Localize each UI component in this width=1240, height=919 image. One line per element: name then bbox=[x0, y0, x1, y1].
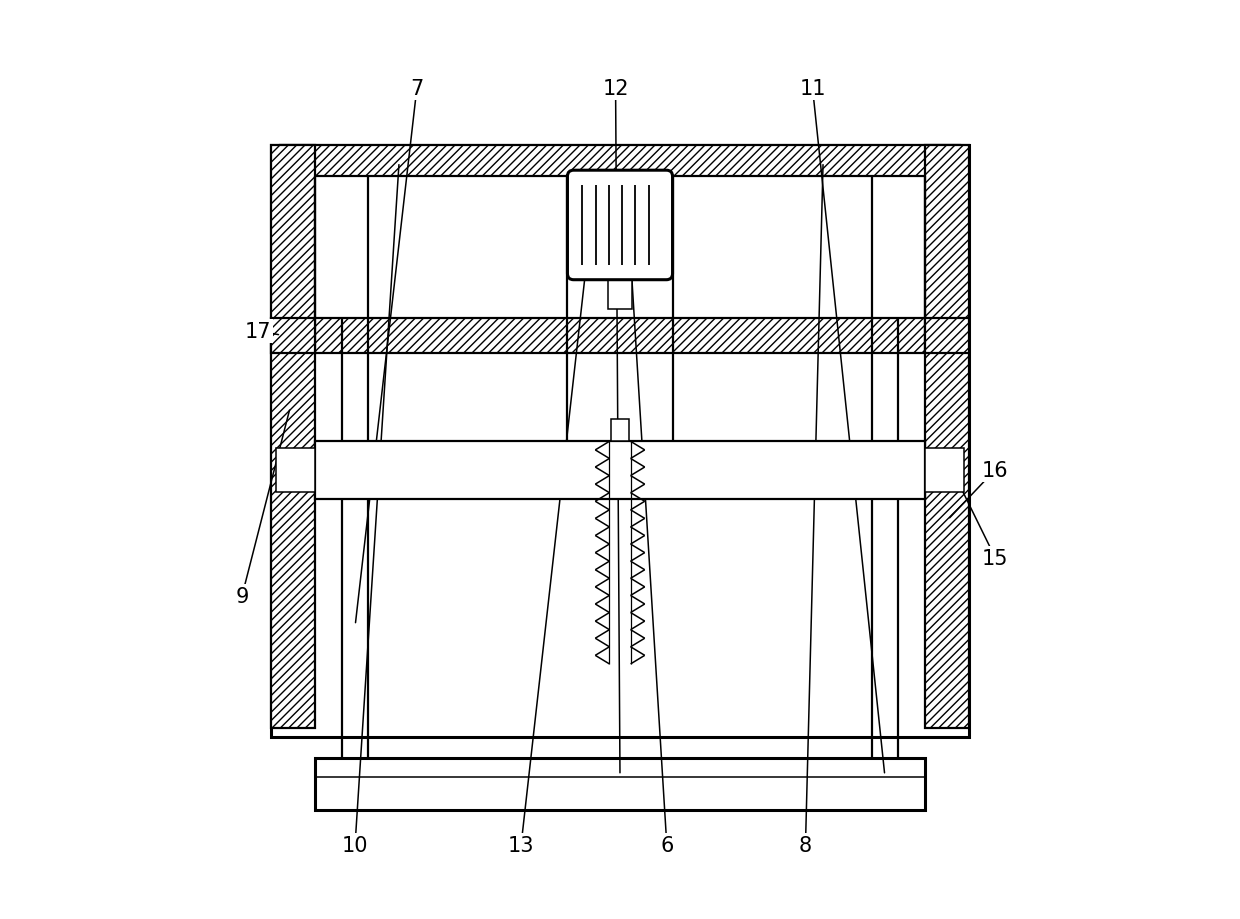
Text: 12: 12 bbox=[603, 79, 629, 99]
Bar bbox=[315, 442, 925, 499]
Bar bbox=[611, 420, 629, 442]
Bar bbox=[315, 757, 925, 810]
Bar bbox=[272, 318, 315, 354]
Text: 17: 17 bbox=[244, 322, 272, 342]
Text: 7: 7 bbox=[410, 79, 424, 99]
Text: 8: 8 bbox=[799, 835, 812, 855]
Bar bbox=[280, 146, 960, 177]
Text: 15: 15 bbox=[982, 549, 1008, 568]
FancyBboxPatch shape bbox=[568, 171, 672, 280]
Bar bbox=[272, 146, 968, 737]
Bar bbox=[608, 270, 632, 310]
Text: 9: 9 bbox=[236, 586, 249, 607]
Bar bbox=[925, 146, 968, 729]
Text: 13: 13 bbox=[508, 835, 534, 855]
Text: 10: 10 bbox=[342, 835, 368, 855]
Bar bbox=[925, 448, 965, 493]
Text: 16: 16 bbox=[982, 460, 1008, 480]
Bar bbox=[925, 318, 968, 354]
Text: 6: 6 bbox=[660, 835, 673, 855]
Text: 11: 11 bbox=[800, 79, 826, 99]
Bar bbox=[272, 146, 315, 729]
Bar bbox=[315, 318, 925, 354]
Bar bbox=[275, 448, 315, 493]
